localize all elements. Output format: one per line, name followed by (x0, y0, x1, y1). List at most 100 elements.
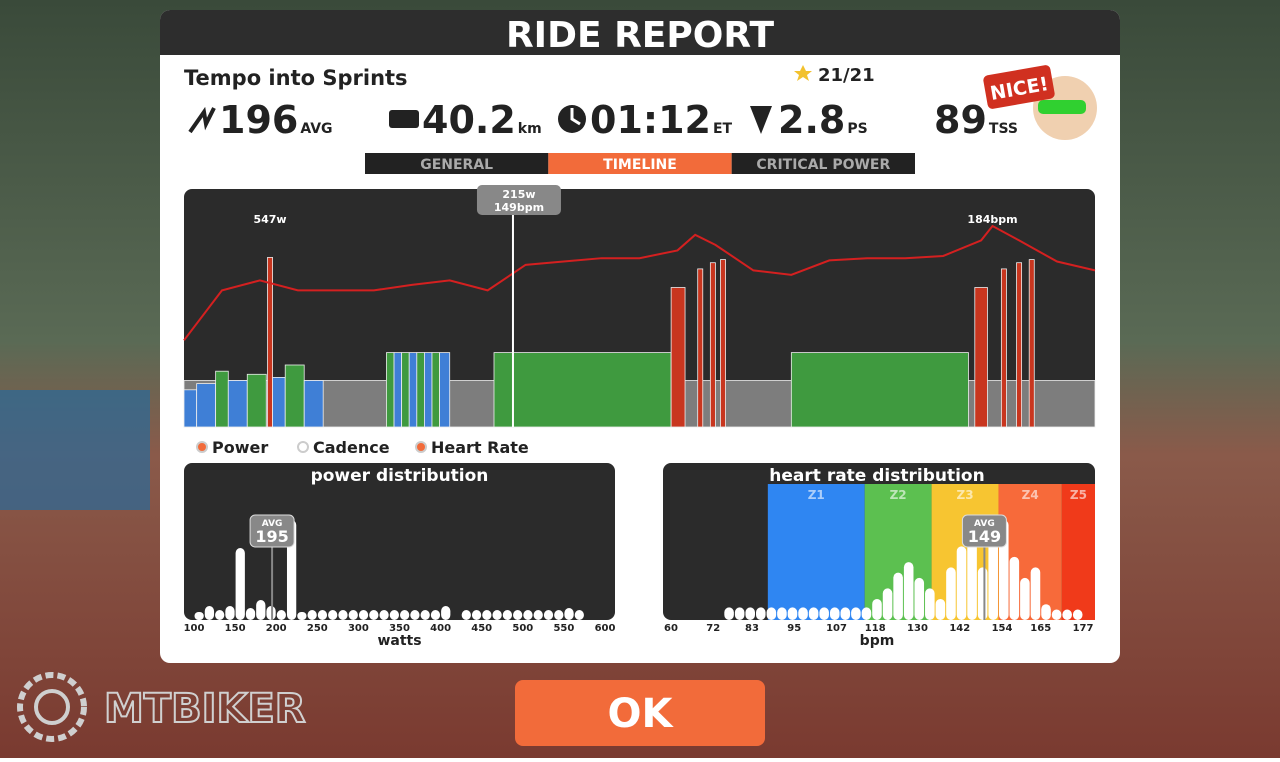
tab[interactable] (548, 153, 732, 174)
dist-bar (543, 610, 554, 620)
x-tick-label: 400 (430, 623, 451, 634)
tab[interactable] (731, 153, 915, 174)
power-segment (272, 376, 286, 428)
stat-value: 40.2 (422, 98, 516, 142)
title: RIDE REPORT (506, 15, 775, 56)
dist-bar (777, 607, 787, 620)
dist-bar (533, 610, 543, 620)
zone-label: Z2 (890, 488, 907, 502)
dist-bar (756, 607, 766, 620)
ok-label[interactable]: OK (608, 691, 675, 737)
power-icon (188, 106, 216, 134)
power-segment (424, 352, 433, 428)
ok-button[interactable] (515, 680, 765, 746)
power-segment (215, 370, 229, 428)
dist-bar (297, 612, 307, 620)
avg-box (249, 514, 295, 548)
power-segment (196, 383, 217, 428)
legend-dot (297, 441, 309, 453)
avg-value: 195 (255, 527, 288, 546)
power-segment (416, 352, 425, 428)
x-tick-label: 142 (949, 623, 970, 634)
dist-bar (893, 572, 903, 620)
dist-bar (410, 610, 420, 620)
avatar-glasses (1038, 100, 1086, 114)
legend-label: Power (212, 438, 268, 457)
power-distribution-chart (184, 463, 615, 620)
x-tick-label: 100 (184, 623, 205, 634)
dist-bar (1009, 556, 1020, 620)
dist-bar (882, 588, 893, 620)
dist-bar (967, 535, 977, 620)
dist-bar (977, 567, 988, 620)
zone (767, 484, 865, 620)
dist-bar (348, 610, 358, 620)
avg-value: 149 (968, 527, 1001, 546)
x-tick-label: 350 (389, 623, 410, 634)
power-segment (670, 287, 686, 428)
dist-bar (400, 610, 410, 620)
x-tick-label: 130 (907, 623, 928, 634)
power-segment (303, 380, 324, 428)
dist-bar (317, 610, 328, 620)
avg-label: AVG (262, 519, 283, 529)
dist-bar (194, 612, 204, 620)
dist-bar (235, 548, 245, 620)
power-segment (697, 268, 704, 428)
x-tick-label: 107 (826, 623, 847, 634)
dist-bar (798, 607, 808, 620)
dist-bar (328, 610, 338, 620)
stats: 196 AVG 40.2 km 01:12 ET 2.8 PS 89 TSS (219, 98, 1018, 142)
dist-bar (914, 577, 925, 620)
legend: Power Cadence Heart Rate (196, 438, 529, 457)
dist-bar (564, 608, 574, 620)
dist-bar (215, 610, 225, 620)
power-segment (246, 373, 267, 428)
dist-bar (482, 610, 492, 620)
x-tick-label: 95 (787, 623, 801, 634)
legend-dot (196, 441, 208, 453)
dist-bar (935, 598, 946, 620)
power-segment (408, 352, 418, 428)
x-tick-label: 72 (706, 623, 720, 634)
cursor-hr: 149bpm (494, 201, 544, 214)
stat-value: 2.8 (778, 98, 845, 142)
heart-rate-line (183, 224, 1096, 341)
tab-label[interactable]: TIMELINE (603, 157, 677, 173)
power-segment (1000, 268, 1007, 428)
power-segment (183, 389, 198, 428)
dist-bar (766, 607, 777, 620)
power-segment (709, 262, 716, 428)
time-icon-hand (570, 108, 581, 126)
pizza-icon (750, 106, 772, 134)
legend-label: Cadence (313, 438, 390, 457)
dist-bar (276, 610, 286, 620)
dist-bar (840, 607, 851, 620)
cursor-power: 215w (502, 188, 535, 201)
scenery (0, 390, 150, 510)
zone-label: Z1 (808, 488, 825, 502)
power-segment (393, 352, 403, 428)
power-segment (401, 352, 410, 428)
dist-bar (1051, 609, 1062, 620)
tab-label[interactable]: GENERAL (420, 157, 493, 173)
tab-label[interactable]: CRITICAL POWER (756, 157, 890, 173)
tab[interactable] (365, 153, 549, 174)
stat-unit: km (518, 121, 542, 137)
power-segment (227, 380, 248, 428)
header-bar (160, 10, 1120, 55)
dist-bar (523, 610, 533, 620)
dist-bar (724, 607, 734, 620)
dist-bar (358, 610, 369, 620)
dist-bar (554, 610, 564, 620)
dist-bar (787, 607, 798, 620)
dist-bar (734, 607, 745, 620)
x-tick-label: 60 (664, 623, 678, 634)
dist-title: heart rate distribution (769, 466, 984, 486)
distance-icon (389, 110, 419, 128)
watermark: MTBIKER (104, 686, 306, 732)
zone-label: Z5 (1070, 488, 1087, 502)
dist-bar (1072, 609, 1083, 620)
